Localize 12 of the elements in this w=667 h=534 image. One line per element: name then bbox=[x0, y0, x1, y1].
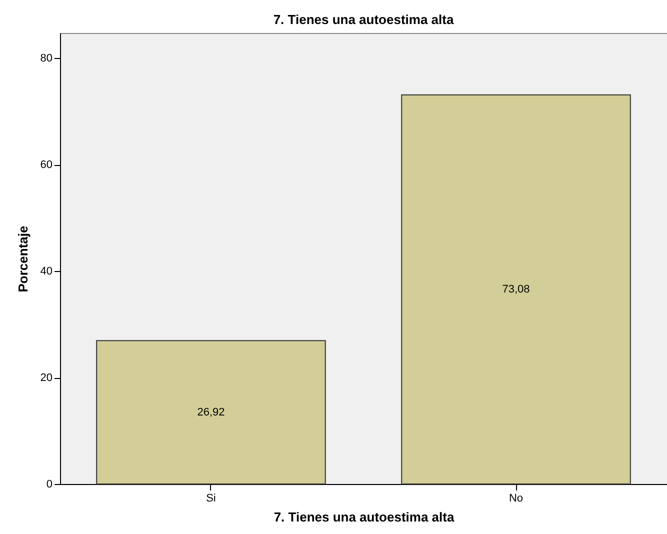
data-label: 73,08 bbox=[502, 283, 530, 296]
data-label: 26,92 bbox=[197, 406, 225, 418]
y-tick-label: 20 bbox=[40, 372, 52, 384]
x-tick-label: Si bbox=[206, 492, 216, 504]
y-axis-title: Porcentaje bbox=[15, 226, 30, 292]
y-tick-label: 40 bbox=[40, 266, 52, 278]
x-axis-title: 7. Tienes una autoestima alta bbox=[274, 510, 455, 524]
y-tick-label: 0 bbox=[46, 478, 52, 490]
y-tick-label: 60 bbox=[40, 159, 52, 172]
x-tick-label: No bbox=[508, 492, 524, 504]
y-tick-label: 80 bbox=[40, 52, 52, 65]
chart-title: 7. Tienes una autoestima alta bbox=[273, 12, 454, 27]
